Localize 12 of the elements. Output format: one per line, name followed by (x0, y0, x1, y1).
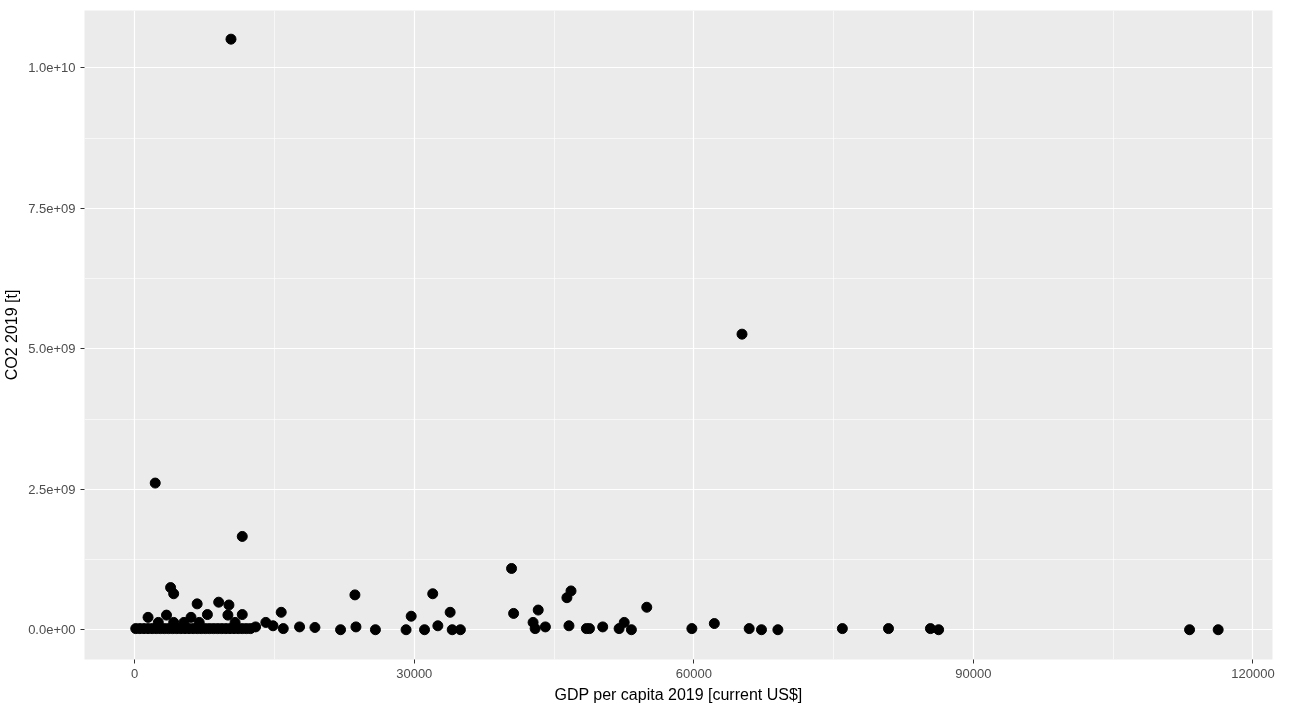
y-axis-title: CO2 2019 [t] (3, 289, 21, 381)
y-tick-label: 7.5e+09 (28, 200, 76, 216)
x-axis-title: GDP per capita 2019 [current US$] (554, 685, 803, 703)
y-tick-label: 5.0e+09 (28, 341, 76, 357)
x-tick-label: 90000 (955, 665, 992, 681)
x-tick-label: 0 (131, 665, 139, 681)
x-tick-label: 120000 (1231, 665, 1275, 681)
x-tick-label: 30000 (396, 665, 433, 681)
y-tick-label: 2.5e+09 (28, 481, 76, 497)
y-tick-label: 1.0e+10 (28, 60, 76, 76)
x-tick-label: 60000 (675, 665, 712, 681)
y-tick-label: 0.0e+00 (28, 622, 76, 638)
